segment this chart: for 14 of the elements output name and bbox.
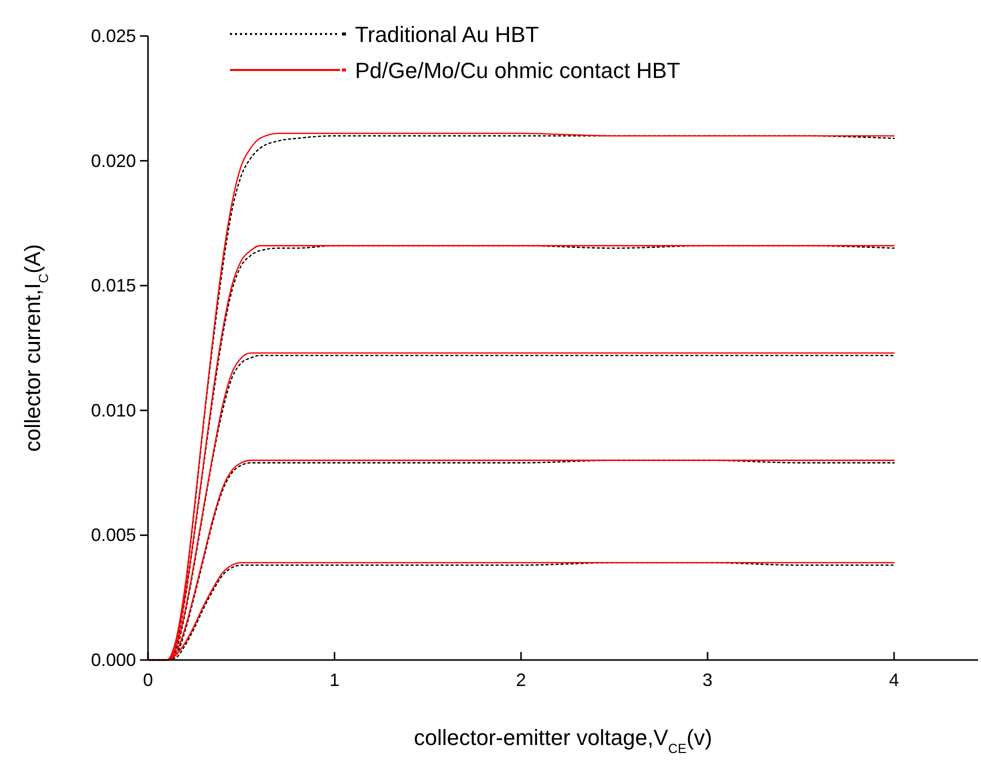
x-tick-label: 3 [702, 670, 713, 690]
x-tick-label: 0 [142, 670, 154, 690]
x-tick-label: 2 [516, 670, 526, 690]
legend-label: Traditional Au HBT [355, 22, 539, 47]
y-tick-label: 0.015 [90, 276, 136, 296]
x-axis-title: collector-emitter voltage,V$_{CE}$(v) [414, 725, 712, 756]
x-tick-label: 1 [330, 670, 340, 690]
y-tick-label: 0.025 [90, 26, 136, 46]
y-tick-label: 0.000 [90, 650, 136, 670]
x-tick-label: 4 [889, 670, 900, 690]
y-tick-label: 0.020 [90, 150, 136, 171]
y-tick-label: 0.005 [90, 525, 136, 546]
legend-label: Pd/Ge/Mo/Cu ohmic contact HBT [355, 58, 680, 83]
y-tick-label: 0.010 [90, 400, 136, 420]
